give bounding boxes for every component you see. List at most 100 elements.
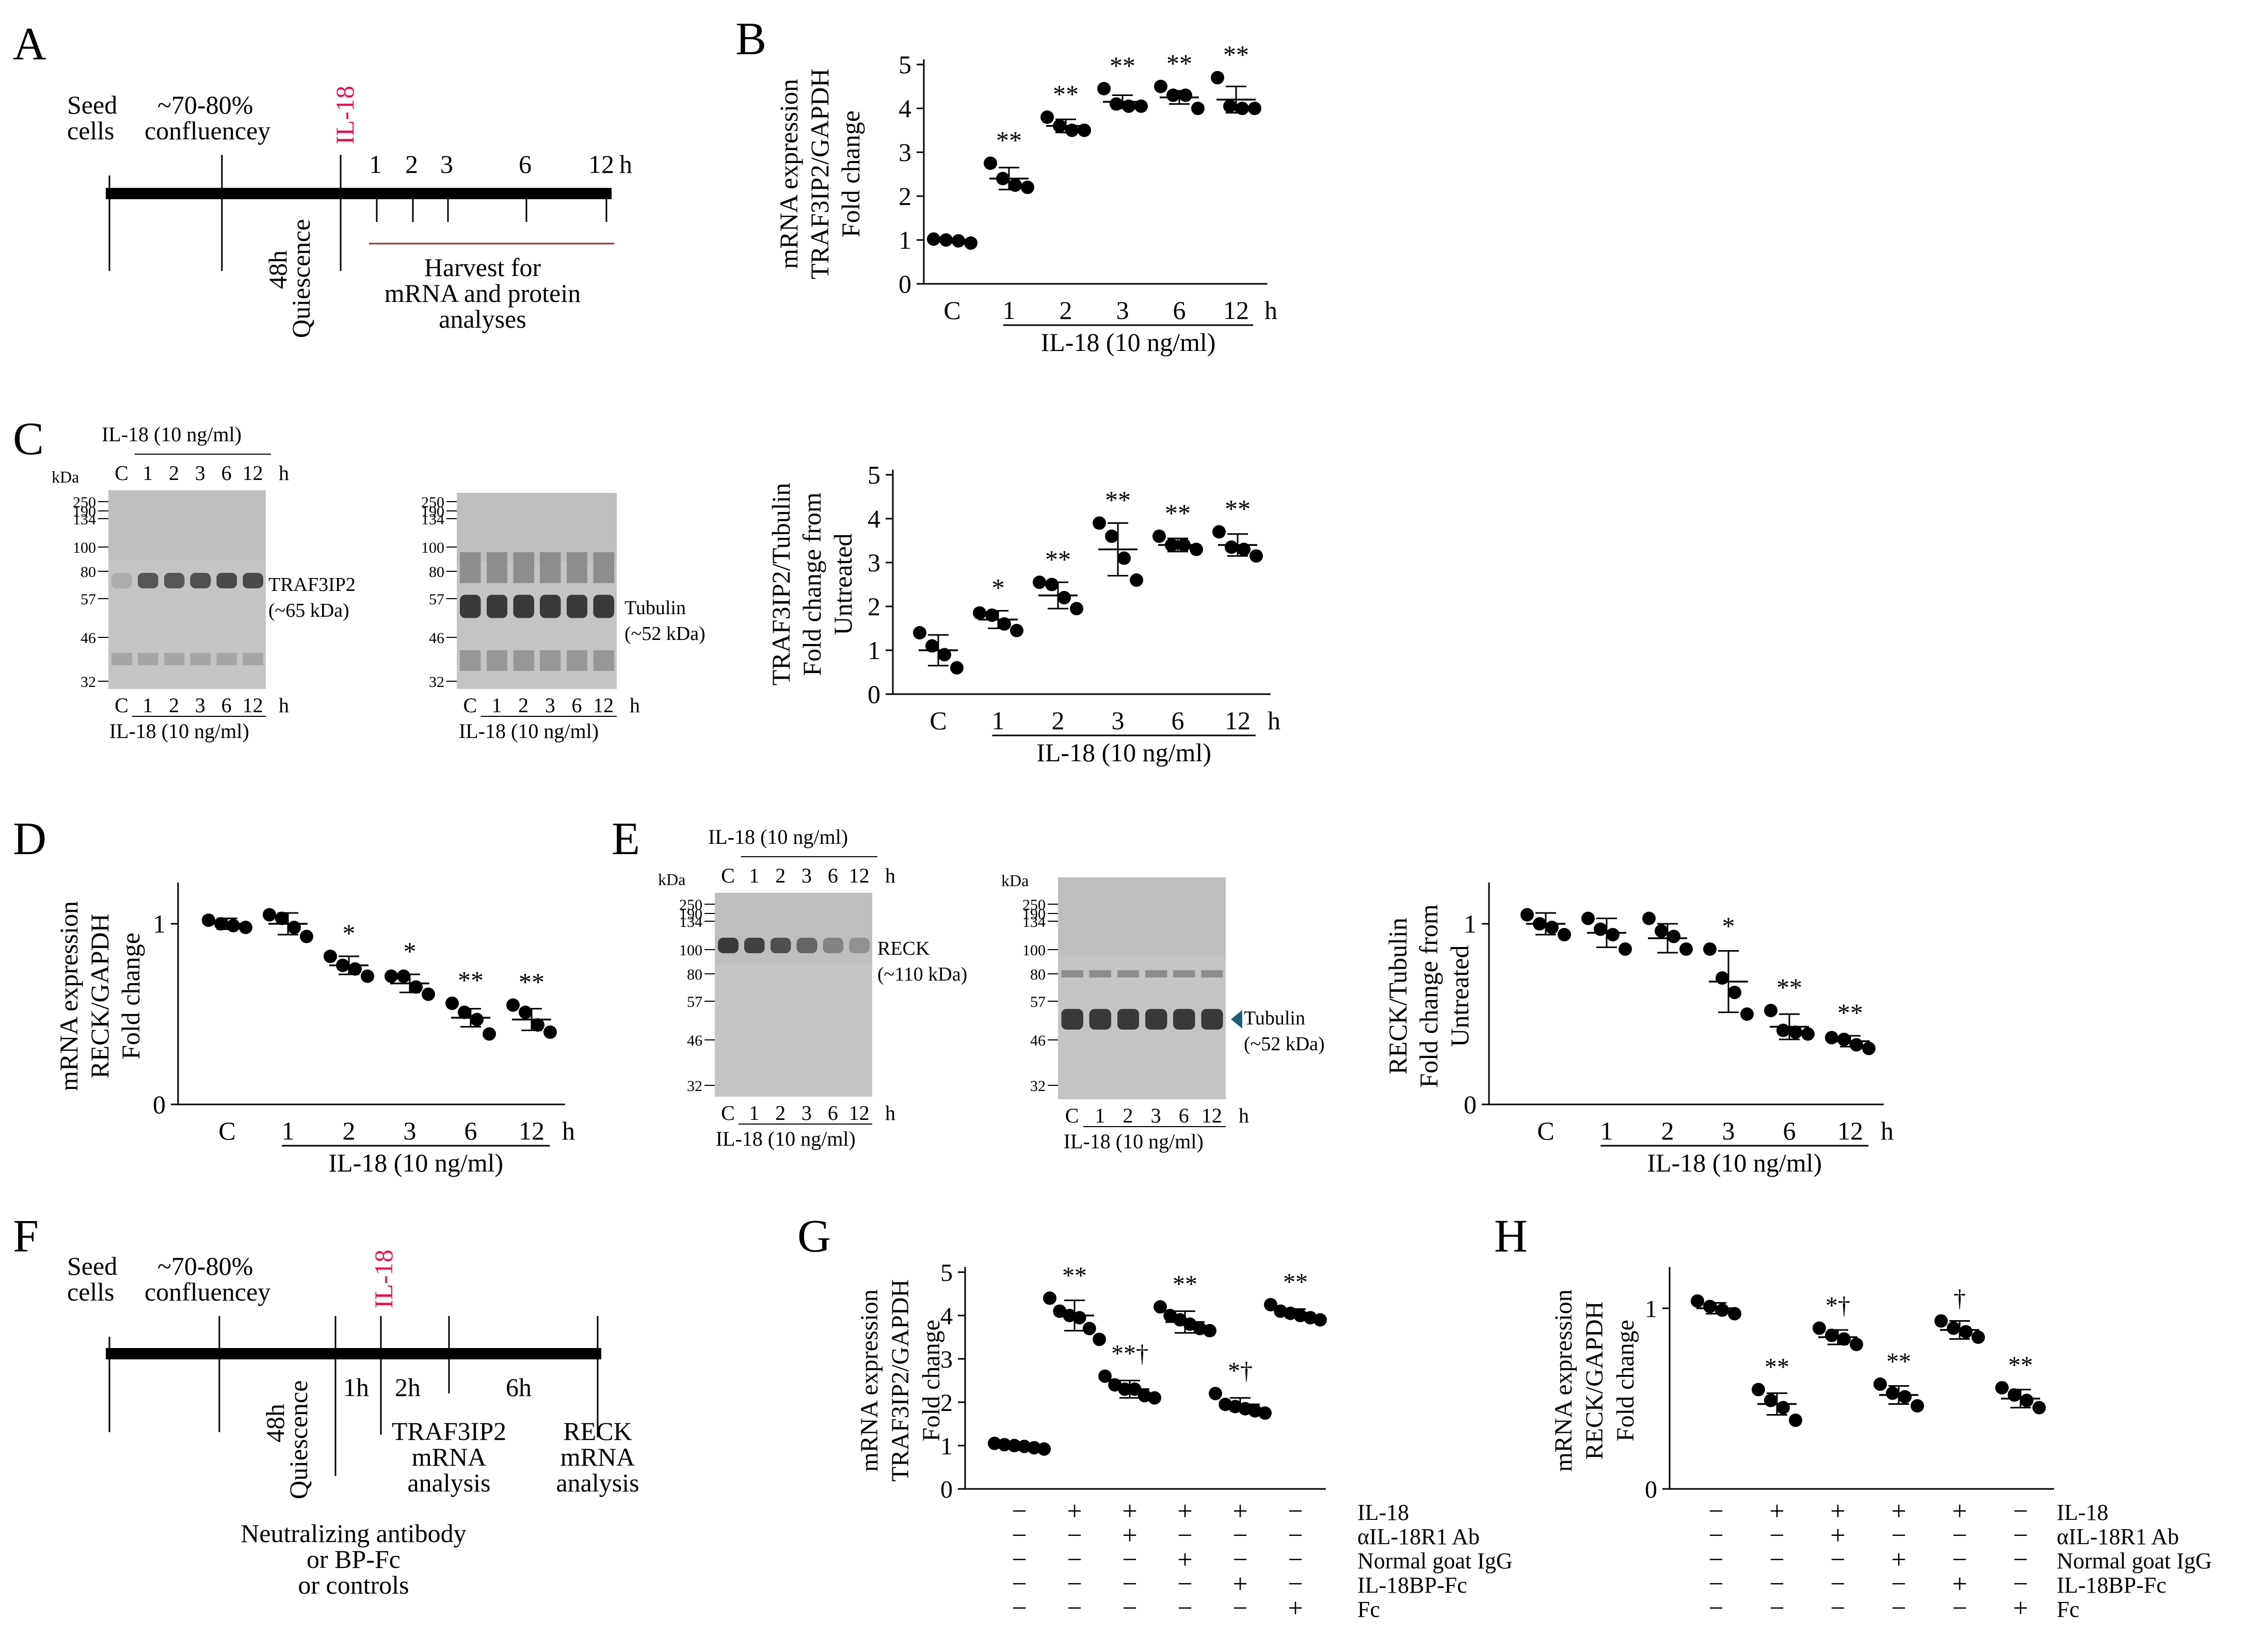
treatment-label: Normal goat IgG	[2057, 1548, 2212, 1574]
data-point	[324, 950, 337, 963]
timeline-f-traf-2: mRNA	[412, 1442, 486, 1471]
treatment-sign: −	[1769, 1569, 1784, 1599]
lane-label: 1	[142, 461, 153, 485]
treatment-sign: −	[1708, 1545, 1723, 1575]
blot-band	[566, 595, 588, 618]
significance-label: **	[1223, 40, 1249, 69]
lane-label: 3	[802, 1101, 812, 1125]
significance-label: **	[1045, 544, 1071, 573]
y-tick-label: 0	[153, 1090, 166, 1119]
marker-label: 250	[679, 896, 702, 913]
panel-label-b: B	[735, 13, 766, 65]
lane-label: 1	[142, 694, 153, 717]
lane-label: 2	[169, 461, 179, 485]
blot-smear	[566, 650, 588, 671]
blot-smear	[593, 650, 614, 671]
marker-label: 80	[687, 966, 702, 983]
data-point	[1594, 922, 1607, 936]
y-tick-label: 1	[899, 226, 911, 254]
lane-label: C	[115, 694, 129, 717]
data-point	[1789, 1414, 1802, 1427]
data-point	[1258, 1406, 1272, 1420]
lane-label: 12	[1201, 1104, 1222, 1127]
blot-band	[1201, 1009, 1223, 1030]
significance-label: *	[404, 937, 416, 966]
treatment-label: αIL-18R1 Ab	[1357, 1524, 1480, 1549]
timeline-a-seed-1: Seed	[67, 90, 117, 119]
marker-label: 32	[1030, 1078, 1046, 1095]
significance-label: **	[1166, 49, 1192, 78]
lane-label: C	[1065, 1104, 1079, 1127]
lane-label: 3	[545, 694, 555, 717]
blot-header: IL-18 (10 ng/ml)	[102, 423, 242, 446]
blot-band	[718, 938, 739, 953]
blot-smear	[1061, 970, 1083, 977]
marker-label: 57	[429, 591, 444, 608]
x-tick-label: 2	[1052, 706, 1065, 735]
timeline-f-interval-1h: 1h	[343, 1373, 369, 1402]
x-tick-label: 2	[1661, 1116, 1674, 1145]
timeline-a-seed-2: cells	[67, 116, 115, 145]
marker-label: 100	[73, 539, 96, 556]
timeline-a: Seed cells ~70-80% confluencey IL-18 1 2…	[67, 86, 632, 338]
treatment-sign: −	[1177, 1569, 1192, 1599]
x-tick-label: C	[930, 706, 947, 735]
treatment-sign: −	[1769, 1545, 1784, 1575]
treatment-label: IL-18BP-Fc	[2057, 1573, 2167, 1598]
x-tick-label: C	[1537, 1116, 1554, 1145]
data-point	[483, 1027, 496, 1041]
treatment-sign: −	[1952, 1545, 1967, 1575]
blot-smear	[1089, 970, 1111, 977]
x-tick-label: 12	[1223, 296, 1249, 325]
y-axis-label: TRAF3IP2/GAPDH	[805, 69, 834, 279]
blot-smear	[1117, 970, 1140, 977]
treatment-sign: −	[1830, 1569, 1845, 1599]
data-point	[1520, 908, 1534, 922]
blot-smear	[1173, 970, 1195, 977]
data-point	[1873, 1377, 1887, 1391]
treatment-sign: −	[1952, 1521, 1967, 1550]
treatment-sign: −	[1012, 1594, 1027, 1623]
blot-smear	[190, 653, 211, 665]
data-point	[1209, 1387, 1222, 1401]
timeline-a-unit: h	[619, 150, 632, 179]
panel-label-e: E	[612, 813, 640, 864]
data-point	[1082, 1322, 1096, 1336]
panel-label-d: D	[13, 813, 46, 864]
y-axis-label: Fold change	[1612, 1320, 1639, 1441]
data-point	[1862, 1041, 1876, 1055]
y-axis-label: mRNA expression	[856, 1289, 883, 1471]
data-point	[1093, 1333, 1106, 1346]
treatment-sign: −	[1012, 1545, 1027, 1575]
significance-label: **	[1225, 494, 1251, 523]
y-tick-label: 2	[899, 182, 911, 211]
lane-label: 2	[518, 694, 528, 717]
data-point	[2032, 1401, 2046, 1415]
data-point	[275, 911, 289, 925]
data-point	[1152, 530, 1166, 543]
timeline-a-time-3: 3	[440, 150, 453, 179]
timeline-f-neutral-2: or BP-Fc	[307, 1545, 400, 1574]
data-point	[913, 626, 926, 639]
blot-smear	[460, 650, 481, 671]
significance-label: **	[1062, 1262, 1087, 1289]
data-point	[1776, 1401, 1790, 1415]
treatment-sign: −	[1769, 1521, 1784, 1550]
y-tick-label: 0	[940, 1476, 953, 1503]
blot-smear	[540, 650, 561, 671]
treatment-label: IL-18	[1357, 1500, 1409, 1525]
data-point	[1898, 1390, 1912, 1404]
lane-label: 2	[775, 864, 786, 887]
data-point	[1728, 1307, 1741, 1321]
treatment-sign: −	[1177, 1521, 1192, 1550]
data-point	[925, 639, 939, 653]
data-point	[1027, 1441, 1041, 1455]
blot-band	[1173, 1009, 1195, 1030]
blot-smear	[216, 653, 237, 665]
treatment-sign: −	[1232, 1594, 1247, 1623]
blot-band	[216, 573, 237, 588]
data-point	[531, 1018, 544, 1032]
blot-smear	[486, 552, 508, 583]
data-point	[543, 1025, 557, 1039]
treatment-sign: +	[1952, 1497, 1967, 1526]
